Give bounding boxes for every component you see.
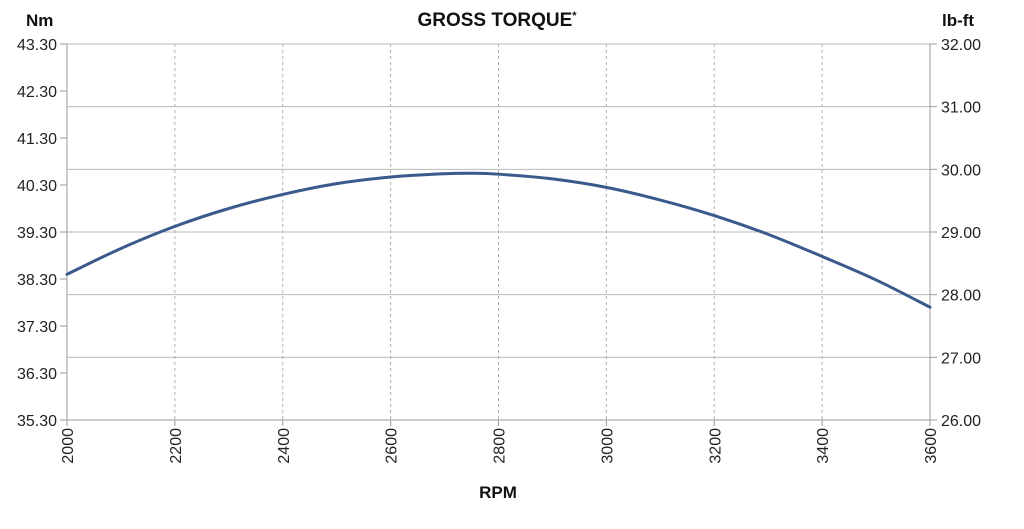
chart-title: GROSS TORQUE*: [417, 10, 577, 31]
y-left-tick-label: 40.30: [17, 178, 57, 195]
x-tick-label: 2400: [276, 428, 293, 464]
grid-layer: [67, 43, 930, 421]
axis-layer: [60, 43, 937, 426]
y-right-tick-label: 27.00: [941, 350, 981, 367]
x-tick-label: 2800: [492, 428, 509, 464]
x-tick-label: 3200: [707, 428, 724, 464]
y-right-tick-label: 30.00: [941, 162, 981, 179]
y-left-tick-label: 37.30: [17, 319, 57, 336]
y-left-tick-label: 42.30: [17, 84, 57, 101]
chart-title-text: GROSS TORQUE: [417, 10, 572, 31]
x-tick-label: 2600: [384, 428, 401, 464]
x-tick-label: 2000: [60, 428, 77, 464]
tick-labels: 43.30 42.30 41.30 40.30 39.30 38.30 37.30 36.30…: [17, 37, 981, 464]
torque-series-line: [65, 171, 932, 309]
y-right-tick-label: 31.00: [941, 100, 981, 117]
y-right-tick-label: 32.00: [941, 37, 981, 54]
y-left-tick-label: 43.30: [17, 37, 57, 54]
y-right-tick-label: 29.00: [941, 225, 981, 242]
x-tick-label: 3400: [815, 428, 832, 464]
y-left-tick-label: 35.30: [17, 413, 57, 430]
y-right-tick-label: 26.00: [941, 413, 981, 430]
x-tick-label: 3600: [923, 428, 940, 464]
y-axis-right-title: lb-ft: [942, 11, 974, 30]
y-left-tick-label: 41.30: [17, 131, 57, 148]
x-tick-label: 3000: [599, 428, 616, 464]
y-left-tick-label: 39.30: [17, 225, 57, 242]
x-axis-title: RPM: [479, 483, 517, 502]
chart-title-mark: *: [572, 10, 577, 22]
y-left-tick-label: 38.30: [17, 272, 57, 289]
y-axis-left-title: Nm: [26, 11, 53, 30]
y-left-tick-label: 36.30: [17, 366, 57, 383]
y-right-tick-label: 28.00: [941, 288, 981, 305]
series-layer: [65, 171, 932, 309]
x-tick-label: 2200: [168, 428, 185, 464]
